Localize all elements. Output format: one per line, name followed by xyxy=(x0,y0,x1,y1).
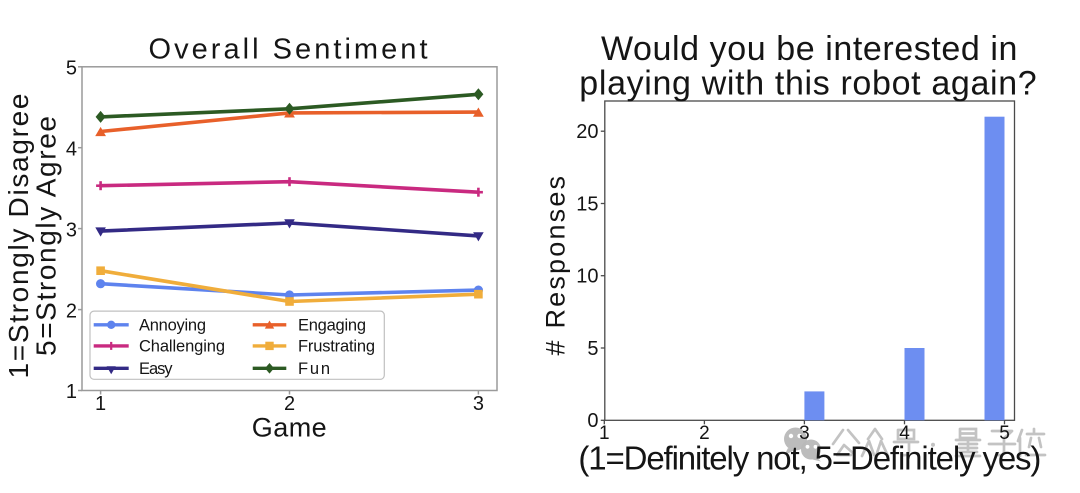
svg-text:5: 5 xyxy=(999,423,1010,444)
svg-text:Frustrating: Frustrating xyxy=(298,338,375,356)
svg-text:5: 5 xyxy=(587,338,598,360)
svg-text:5=Strongly Agree: 5=Strongly Agree xyxy=(31,116,62,356)
svg-text:Annoying: Annoying xyxy=(139,316,206,334)
svg-text:(1=Definitely not, 5=Definitel: (1=Definitely not, 5=Definitely yes) xyxy=(578,439,1041,476)
svg-text:Fun: Fun xyxy=(298,360,330,378)
svg-text:0: 0 xyxy=(587,410,598,432)
svg-text:3: 3 xyxy=(66,220,77,242)
svg-text:Engaging: Engaging xyxy=(298,316,366,334)
svg-text:Overall Sentiment: Overall Sentiment xyxy=(149,34,428,66)
svg-text:# Responses: # Responses xyxy=(541,176,571,356)
svg-text:4: 4 xyxy=(899,423,910,444)
svg-text:2: 2 xyxy=(284,393,295,415)
svg-text:20: 20 xyxy=(576,121,598,143)
svg-text:Would you be interested in: Would you be interested in xyxy=(601,30,1017,68)
svg-text:1=Strongly Disagree: 1=Strongly Disagree xyxy=(3,94,34,379)
svg-text:10: 10 xyxy=(576,266,598,288)
svg-text:2: 2 xyxy=(699,423,710,444)
svg-text:1: 1 xyxy=(66,381,77,403)
svg-text:Easy: Easy xyxy=(139,360,173,378)
svg-text:1: 1 xyxy=(599,423,610,444)
svg-text:Challenging: Challenging xyxy=(139,338,225,356)
svg-text:Game: Game xyxy=(252,413,327,443)
svg-text:15: 15 xyxy=(576,193,598,215)
svg-text:2: 2 xyxy=(66,300,77,322)
svg-text:3: 3 xyxy=(473,393,484,415)
svg-text:4: 4 xyxy=(66,139,77,161)
svg-text:1: 1 xyxy=(95,393,106,415)
svg-text:3: 3 xyxy=(799,423,810,444)
svg-text:playing with this robot again?: playing with this robot again? xyxy=(579,65,1036,103)
svg-text:5: 5 xyxy=(66,58,77,80)
